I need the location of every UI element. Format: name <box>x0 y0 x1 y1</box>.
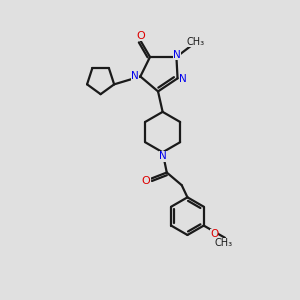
Text: O: O <box>210 229 218 239</box>
Text: N: N <box>179 74 187 84</box>
Text: N: N <box>173 50 181 60</box>
Text: O: O <box>136 31 145 41</box>
Text: CH₃: CH₃ <box>215 238 233 248</box>
Text: CH₃: CH₃ <box>187 37 205 46</box>
Text: N: N <box>159 152 167 161</box>
Text: O: O <box>142 176 151 186</box>
Text: N: N <box>131 71 139 81</box>
